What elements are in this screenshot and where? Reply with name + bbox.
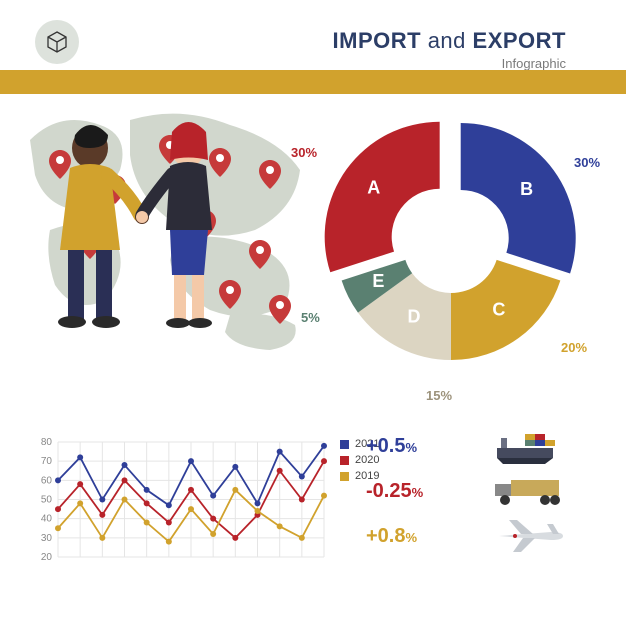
people-illustration: [20, 100, 260, 340]
legend-swatch: [340, 456, 349, 465]
line-marker: [55, 506, 61, 512]
subtitle: Infographic: [333, 56, 567, 71]
ship-icon: [466, 428, 596, 464]
legend-swatch: [340, 440, 349, 449]
line-marker: [277, 468, 283, 474]
y-tick-label: 20: [41, 552, 53, 563]
line-marker: [77, 500, 83, 506]
world-map: [20, 100, 330, 360]
line-marker: [122, 497, 128, 503]
title-right: EXPORT: [473, 28, 566, 53]
truck-icon: [466, 476, 596, 506]
accent-band: [0, 70, 626, 94]
line-marker: [299, 535, 305, 541]
person-left: [58, 125, 149, 328]
line-marker: [321, 493, 327, 499]
line-marker: [277, 523, 283, 529]
person-right: [136, 122, 212, 328]
line-marker: [55, 477, 61, 483]
pie-value-label: 15%: [426, 388, 452, 403]
page-title: IMPORT and EXPORT Infographic: [333, 28, 567, 71]
box-icon: [45, 30, 69, 54]
line-marker: [210, 493, 216, 499]
y-tick-label: 80: [41, 437, 53, 448]
plane-icon: [466, 518, 596, 554]
stat-value: +0.8%: [366, 525, 466, 548]
logo-badge: [35, 20, 79, 64]
line-marker: [277, 449, 283, 455]
pie-slice-a: [325, 122, 440, 273]
line-marker: [77, 454, 83, 460]
line-marker: [255, 508, 261, 514]
line-marker: [188, 487, 194, 493]
y-tick-label: 50: [41, 495, 53, 506]
stat-row-ship: +0.5%: [366, 428, 596, 464]
line-marker: [55, 525, 61, 531]
y-tick-label: 30: [41, 533, 53, 544]
line-marker: [188, 506, 194, 512]
line-marker: [232, 535, 238, 541]
line-marker: [166, 539, 172, 545]
line-marker: [255, 500, 261, 506]
y-tick-label: 70: [41, 456, 53, 467]
line-marker: [77, 481, 83, 487]
title-mid: and: [428, 28, 466, 53]
donut-chart: BCDEA 30%20%15%5%30%: [306, 100, 596, 390]
line-marker: [299, 474, 305, 480]
pie-value-label: 30%: [574, 155, 600, 170]
line-marker: [232, 464, 238, 470]
line-marker: [166, 520, 172, 526]
pie-slice-letter: B: [520, 179, 533, 199]
pie-slice-c: [451, 260, 560, 360]
pie-value-label: 30%: [291, 145, 317, 160]
line-marker: [144, 500, 150, 506]
pie-slice-letter: A: [367, 178, 380, 198]
line-marker: [99, 497, 105, 503]
stat-value: -0.25%: [366, 480, 466, 503]
stat-row-truck: -0.25%: [366, 476, 596, 506]
line-chart: 20 30 40 50 60 70 80: [30, 436, 330, 571]
line-marker: [299, 497, 305, 503]
line-marker: [122, 462, 128, 468]
line-marker: [99, 535, 105, 541]
line-marker: [210, 531, 216, 537]
y-tick-label: 40: [41, 514, 53, 525]
line-marker: [144, 487, 150, 493]
line-marker: [210, 516, 216, 522]
line-marker: [166, 502, 172, 508]
line-marker: [99, 512, 105, 518]
y-tick-label: 60: [41, 475, 53, 486]
line-marker: [188, 458, 194, 464]
transport-stats: +0.5% -0.25% +0.8%: [366, 428, 596, 566]
legend-swatch: [340, 472, 349, 481]
stat-value: +0.5%: [366, 435, 466, 458]
pie-value-label: 20%: [561, 340, 587, 355]
stat-row-plane: +0.8%: [366, 518, 596, 554]
title-left: IMPORT: [333, 28, 422, 53]
line-marker: [321, 458, 327, 464]
line-marker: [232, 487, 238, 493]
line-marker: [321, 443, 327, 449]
pie-slice-letter: E: [372, 271, 384, 291]
line-marker: [144, 520, 150, 526]
pie-slice-letter: D: [407, 306, 420, 326]
pie-slice-letter: C: [492, 300, 505, 320]
pie-slice-b: [461, 123, 576, 274]
pie-value-label: 5%: [301, 310, 320, 325]
line-marker: [122, 477, 128, 483]
